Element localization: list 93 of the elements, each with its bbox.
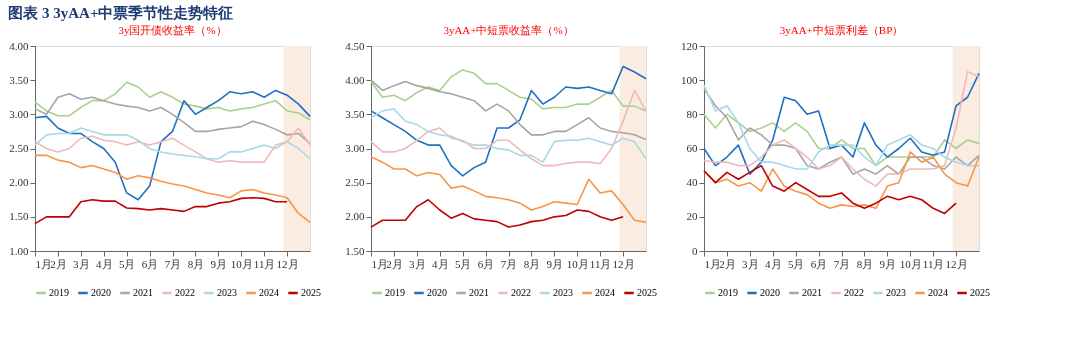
legend-label: 2024 [259, 287, 279, 298]
x-tick-label: 11月 [589, 257, 612, 270]
legend-label: 2022 [844, 287, 864, 298]
chart-title: 3yAA+中短票利差（BP） [779, 24, 904, 36]
legend-label: 2021 [802, 287, 822, 298]
x-tick-label: 11月 [922, 257, 945, 270]
x-tick-label: 9月 [879, 257, 897, 270]
y-tick-label: 4.00 [9, 39, 29, 52]
x-tick-label: 6月 [477, 257, 495, 270]
y-tick-label: 40 [686, 176, 698, 189]
x-tick-label: 5月 [787, 257, 805, 270]
chart-title: 3yAA+中短票收益率（%） [443, 24, 574, 36]
x-tick-label: 7月 [833, 257, 851, 270]
line-series [34, 196, 288, 225]
x-tick-label: 11月 [253, 257, 276, 270]
x-tick-label: 3月 [409, 257, 426, 270]
x-tick-label: 12月 [945, 257, 968, 270]
legend-label: 2019 [718, 287, 738, 298]
x-tick-label: 3月 [73, 257, 90, 270]
line-series [34, 154, 311, 224]
legend-label: 2022 [175, 287, 195, 298]
y-tick-label: 2.50 [9, 142, 29, 154]
y-tick-label: 1.50 [345, 244, 365, 257]
x-tick-label: 6月 [810, 257, 828, 270]
legend-label: 2023 [886, 287, 906, 298]
legend-label: 2022 [511, 287, 531, 298]
x-tick-label: 7月 [164, 257, 182, 270]
line-series [34, 89, 311, 201]
x-tick-label: 8月 [187, 257, 205, 270]
line-series [703, 164, 957, 215]
x-tick-label: 5月 [454, 257, 472, 270]
y-tick-label: 3.00 [9, 107, 29, 120]
x-tick-label: 4月 [432, 257, 449, 270]
legend-label: 2021 [133, 287, 153, 298]
line-series [34, 81, 311, 121]
x-tick-label: 3月 [742, 257, 759, 270]
x-tick-label: 2月 [50, 257, 67, 270]
y-tick-label: 1.50 [9, 210, 29, 223]
line-series [370, 155, 647, 224]
x-tick-label: 2月 [719, 257, 736, 270]
legend-label: 2025 [301, 287, 321, 298]
chart-title: 3y国开债收益率（%） [118, 24, 227, 36]
x-tick-label: 4月 [96, 257, 113, 270]
y-tick-label: 0 [692, 244, 698, 257]
y-tick-label: 3.00 [345, 142, 365, 154]
x-tick-label: 9月 [546, 257, 564, 270]
x-tick-label: 4月 [765, 257, 782, 270]
line-series [34, 93, 311, 145]
x-tick-label: 5月 [118, 257, 136, 270]
y-tick-label: 1.00 [9, 244, 29, 257]
x-tick-label: 10月 [566, 257, 589, 270]
legend-label: 2024 [928, 287, 948, 298]
line-series [370, 79, 647, 141]
legend-label: 2019 [49, 287, 69, 298]
legend-label: 2020 [91, 287, 111, 298]
y-tick-label: 100 [681, 73, 698, 86]
line-series [370, 198, 624, 228]
y-tick-label: 2.00 [345, 210, 365, 223]
line-series [370, 89, 647, 167]
y-tick-label: 4.00 [345, 73, 365, 86]
legend-label: 2024 [595, 287, 615, 298]
legend-label: 2021 [469, 287, 489, 298]
legend-label: 2019 [385, 287, 405, 298]
x-tick-label: 8月 [856, 257, 874, 270]
legend-label: 2020 [760, 287, 780, 298]
x-tick-label: 10月 [899, 257, 922, 270]
x-tick-label: 10月 [230, 257, 253, 270]
legend-label: 2023 [217, 287, 237, 298]
y-tick-label: 4.50 [345, 39, 365, 52]
x-tick-label: 12月 [276, 257, 299, 270]
x-tick-label: 12月 [612, 257, 635, 270]
y-tick-label: 120 [681, 39, 698, 52]
line-series [703, 113, 980, 167]
line-series [370, 69, 647, 112]
legend-label: 2023 [553, 287, 573, 298]
line-series [370, 65, 647, 177]
y-tick-label: 80 [686, 107, 698, 120]
x-tick-label: 8月 [523, 257, 541, 270]
legend-label: 2025 [970, 287, 990, 298]
line-series [370, 108, 647, 163]
legend-label: 2020 [427, 287, 447, 298]
y-tick-label: 60 [686, 142, 698, 154]
y-tick-label: 2.00 [9, 176, 29, 189]
y-tick-label: 3.50 [345, 107, 365, 120]
y-tick-label: 3.50 [9, 73, 29, 86]
y-tick-label: 20 [686, 210, 698, 223]
x-tick-label: 2月 [386, 257, 403, 270]
x-tick-label: 9月 [210, 257, 228, 270]
text: 图表 3 3yAA+中票季节性走势特征 [8, 4, 234, 21]
y-tick-label: 2.50 [345, 176, 365, 189]
legend-label: 2025 [637, 287, 657, 298]
x-tick-label: 7月 [500, 257, 518, 270]
x-tick-label: 6月 [141, 257, 159, 270]
